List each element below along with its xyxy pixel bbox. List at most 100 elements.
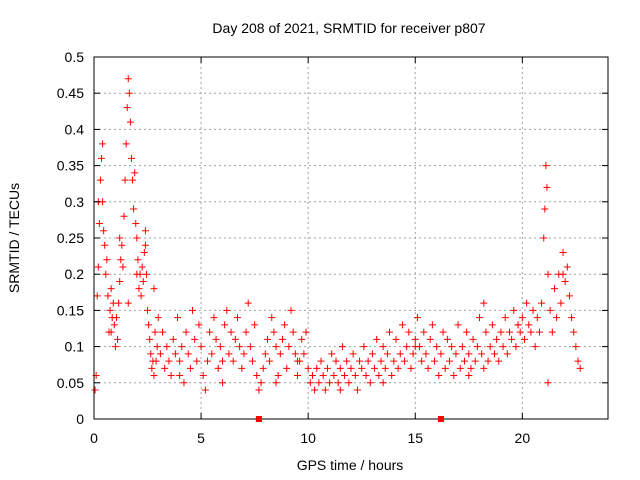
- data-point: [137, 292, 145, 300]
- data-point: [251, 321, 259, 329]
- data-point: [165, 357, 173, 365]
- data-point: [531, 343, 539, 351]
- data-point: [323, 364, 331, 372]
- data-point: [392, 335, 400, 343]
- data-point: [110, 321, 118, 329]
- data-point: [336, 386, 344, 394]
- data-point: [435, 372, 443, 380]
- chart-title: Day 208 of 2021, SRMTID for receiver p80…: [212, 20, 485, 36]
- baseline-marker: [255, 416, 262, 422]
- data-point: [311, 386, 319, 394]
- data-point: [413, 314, 421, 322]
- data-point: [144, 306, 152, 314]
- data-point: [151, 328, 159, 336]
- data-point: [102, 270, 110, 278]
- data-point: [450, 372, 458, 380]
- data-point: [548, 328, 556, 336]
- data-point: [353, 386, 361, 394]
- data-point: [480, 299, 488, 307]
- data-point: [134, 256, 142, 264]
- grid-lines: [94, 57, 608, 419]
- data-point: [409, 350, 417, 358]
- data-point: [570, 328, 578, 336]
- data-point: [281, 321, 289, 329]
- data-point: [563, 263, 571, 271]
- data-point: [272, 379, 280, 387]
- data-point: [358, 364, 366, 372]
- data-point: [541, 205, 549, 213]
- data-point: [512, 343, 520, 351]
- y-axis-label: SRMTID / TECUs: [6, 183, 22, 293]
- data-point: [229, 357, 237, 365]
- data-point: [287, 306, 295, 314]
- data-point: [538, 299, 546, 307]
- data-point: [182, 328, 190, 336]
- data-point: [529, 306, 537, 314]
- data-point: [246, 343, 254, 351]
- data-point: [379, 379, 387, 387]
- data-point: [210, 314, 218, 322]
- data-point: [356, 357, 364, 365]
- data-point: [559, 248, 567, 256]
- data-point: [304, 364, 312, 372]
- data-point: [139, 277, 147, 285]
- data-point: [371, 364, 379, 372]
- data-point: [437, 350, 445, 358]
- data-point: [150, 285, 158, 293]
- y-tick-label: 0.35: [57, 158, 84, 174]
- data-point: [576, 364, 584, 372]
- y-tick-label: 0: [76, 411, 84, 427]
- data-point: [543, 183, 551, 191]
- data-point: [114, 335, 122, 343]
- data-point: [456, 364, 464, 372]
- data-point: [463, 328, 471, 336]
- baseline-markers: [255, 416, 444, 422]
- data-point: [106, 306, 114, 314]
- data-point: [405, 328, 413, 336]
- data-point: [553, 314, 561, 322]
- data-point: [383, 350, 391, 358]
- data-point: [283, 364, 291, 372]
- data-point: [411, 343, 419, 351]
- data-point: [206, 328, 214, 336]
- data-point: [261, 350, 269, 358]
- data-point: [439, 328, 447, 336]
- data-point: [349, 350, 357, 358]
- data-point: [97, 154, 105, 162]
- data-point: [276, 350, 284, 358]
- data-point: [100, 227, 108, 235]
- y-tick-label: 0.4: [65, 121, 85, 137]
- data-point: [126, 118, 134, 126]
- data-point: [130, 205, 138, 213]
- data-point: [390, 357, 398, 365]
- data-point: [546, 306, 554, 314]
- data-point: [197, 343, 205, 351]
- data-point: [141, 241, 149, 249]
- data-point: [132, 220, 140, 228]
- data-point: [141, 227, 149, 235]
- data-point: [422, 350, 430, 358]
- data-point: [319, 372, 327, 380]
- data-point: [565, 292, 573, 300]
- data-point: [441, 364, 449, 372]
- data-point: [195, 321, 203, 329]
- data-point: [490, 350, 498, 358]
- data-point: [347, 364, 355, 372]
- data-point: [386, 328, 394, 336]
- data-point: [572, 343, 580, 351]
- x-tick-label: 20: [515, 430, 531, 446]
- data-point: [561, 277, 569, 285]
- data-point: [516, 328, 524, 336]
- y-tick-label: 0.25: [57, 230, 84, 246]
- data-point: [214, 364, 222, 372]
- data-point: [424, 364, 432, 372]
- data-point: [377, 357, 385, 365]
- y-tick-label: 0.15: [57, 302, 84, 318]
- data-point: [542, 162, 550, 170]
- x-tick-label: 5: [197, 430, 205, 446]
- data-point: [131, 169, 139, 177]
- x-axis-label: GPS time / hours: [297, 457, 404, 473]
- data-point: [268, 314, 276, 322]
- data-point: [117, 256, 125, 264]
- data-point: [313, 364, 321, 372]
